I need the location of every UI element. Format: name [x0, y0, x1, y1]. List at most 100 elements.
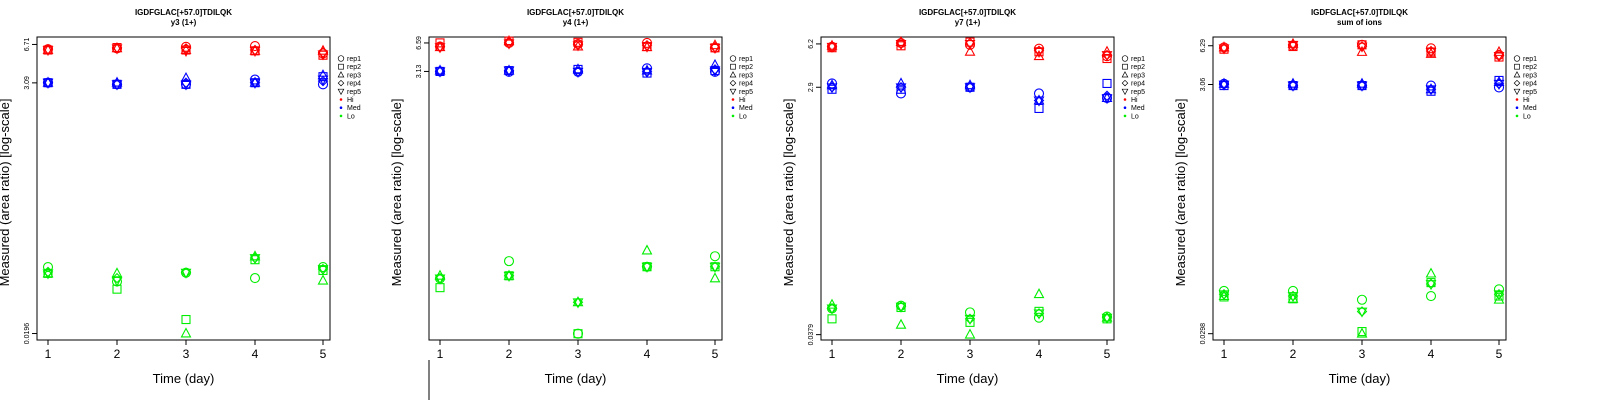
y-axis-label: Measured (area ratio) [log-scale] — [389, 99, 404, 287]
legend-color-dot — [339, 114, 343, 118]
data-point — [1287, 292, 1299, 303]
legend-label: rep4 — [739, 81, 753, 88]
legend-label: rep1 — [1131, 56, 1145, 63]
x-tick-label: 2 — [506, 347, 513, 361]
chart-title: IGDFGLAC[+57.0]TDILQK — [1311, 8, 1408, 17]
data-point — [1101, 45, 1113, 56]
x-tick-label: 4 — [1428, 347, 1435, 361]
data-point — [964, 45, 976, 56]
data-point — [42, 269, 54, 280]
data-point — [1493, 79, 1505, 90]
data-point — [180, 80, 192, 91]
legend-label: Med — [739, 105, 753, 112]
legend-label: Hi — [739, 97, 746, 104]
data-point — [641, 40, 653, 51]
data-point — [964, 37, 976, 49]
legend-marker — [337, 88, 345, 96]
data-point — [42, 43, 54, 55]
data-point — [435, 283, 445, 293]
plot-frame — [1212, 36, 1507, 341]
data-point — [1425, 45, 1437, 57]
legend-marker — [337, 71, 345, 78]
data-point — [1033, 50, 1045, 61]
data-point — [964, 328, 976, 339]
y-axis-label: Measured (area ratio) [log-scale] — [781, 99, 796, 287]
legend-marker — [337, 55, 345, 62]
legend-marker — [337, 79, 345, 87]
chart-title: IGDFGLAC[+57.0]TDILQK — [527, 8, 624, 17]
data-point — [1033, 288, 1045, 299]
legend-label: rep4 — [1131, 81, 1145, 88]
data-point — [1219, 292, 1229, 302]
chart-title: IGDFGLAC[+57.0]TDILQK — [135, 8, 232, 17]
x-tick-label: 1 — [45, 347, 52, 361]
legend-color-dot — [1123, 98, 1127, 101]
y-tick-label: 3.13 — [416, 65, 423, 79]
data-point — [641, 42, 653, 53]
legend-label: rep3 — [1131, 72, 1145, 79]
x-tick-label: 5 — [1496, 347, 1503, 361]
data-point — [249, 46, 261, 57]
data-point — [827, 314, 837, 324]
data-point — [1033, 47, 1045, 58]
data-point — [111, 42, 123, 53]
data-point — [1033, 312, 1045, 323]
y-tick-label: 3.09 — [24, 76, 31, 90]
data-point — [317, 69, 329, 80]
data-point — [42, 76, 54, 87]
chart-subtitle: y7 (1+) — [955, 18, 981, 27]
data-point — [1356, 307, 1368, 318]
data-point — [317, 50, 329, 61]
x-tick-label: 4 — [252, 347, 259, 361]
data-point — [965, 317, 975, 327]
data-point — [573, 329, 583, 339]
data-point — [1033, 94, 1045, 105]
data-point — [1356, 42, 1368, 53]
plot-frame — [36, 36, 331, 341]
data-point — [826, 42, 838, 53]
x-tick-label: 3 — [183, 347, 190, 361]
legend-label: Hi — [1131, 97, 1138, 104]
data-point — [249, 44, 261, 56]
data-point — [503, 256, 515, 267]
data-point — [1425, 290, 1437, 302]
legend-label: rep3 — [347, 72, 361, 79]
data-point — [111, 272, 123, 284]
legend-marker — [729, 88, 737, 96]
y-tick-label: 6.2 — [808, 39, 815, 49]
legend-marker — [1514, 63, 1520, 70]
legend-color-dot — [731, 114, 735, 118]
x-tick-label: 2 — [898, 347, 905, 361]
data-point — [503, 269, 515, 280]
data-point — [572, 328, 584, 339]
data-point — [180, 268, 192, 279]
data-point — [826, 304, 838, 315]
y-tick-label: 3.06 — [1200, 78, 1207, 92]
y-tick-label: 0.0196 — [24, 323, 31, 345]
data-point — [1218, 44, 1230, 55]
data-point — [641, 262, 653, 273]
x-tick-label: 3 — [967, 347, 974, 361]
data-point — [503, 271, 515, 282]
data-point — [1493, 82, 1505, 93]
legend-label: rep5 — [739, 89, 753, 96]
data-point — [111, 80, 123, 91]
data-point — [709, 66, 721, 77]
data-point — [709, 262, 721, 273]
legend-label: Lo — [1131, 113, 1139, 120]
x-tick-label: 5 — [320, 347, 327, 361]
data-point — [895, 37, 907, 49]
y-tick-label: 6.59 — [416, 36, 423, 50]
legend-marker — [1513, 88, 1521, 96]
y-tick-label: 0.0379 — [808, 324, 815, 346]
data-point — [1218, 290, 1230, 301]
legend-label: rep2 — [1131, 64, 1145, 71]
data-point — [572, 298, 584, 309]
legend-marker — [1513, 79, 1521, 87]
legend-marker — [729, 71, 737, 78]
data-point — [826, 298, 838, 309]
x-tick-label: 2 — [1290, 347, 1297, 361]
data-point — [1101, 311, 1113, 322]
data-point — [1356, 81, 1368, 92]
